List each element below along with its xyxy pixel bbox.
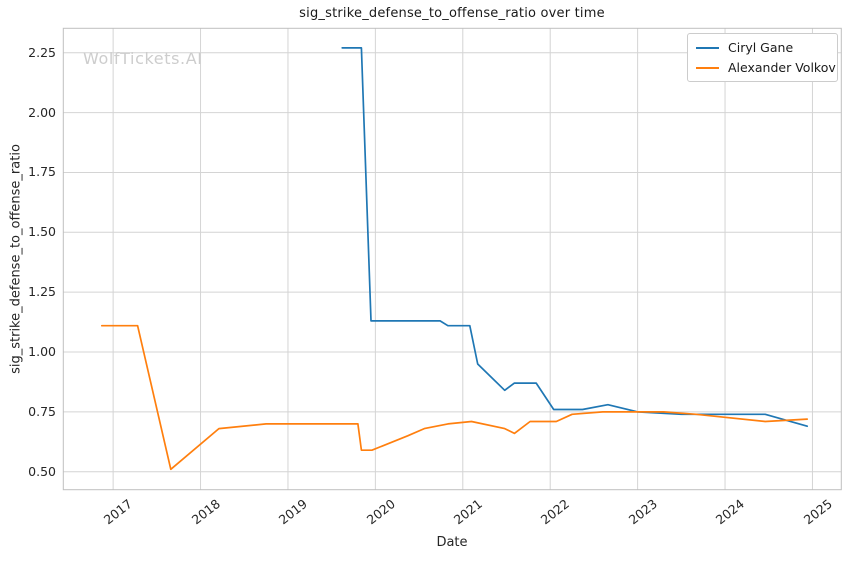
legend-item-alexander-volkov: Alexander Volkov [696,60,836,75]
x-axis-label: Date [436,535,468,550]
y-tick-label: 2.00 [28,104,56,120]
y-tick-label: 1.75 [28,164,56,180]
legend-label-ciryl-gane: Ciryl Gane [728,40,794,55]
line-series-ciryl-gane [341,47,809,428]
legend-item-ciryl-gane: Ciryl Gane [696,40,829,55]
line-series-alexander-volkov [100,324,809,471]
y-tick-label: 1.00 [28,344,56,360]
watermark: WolfTickets.AI [83,49,203,68]
y-tick-label: 2.25 [28,44,56,60]
legend-line-sample-blue-icon [696,46,719,49]
chart-title: sig_strike_defense_to_offense_ratio over… [299,6,605,21]
legend-line-sample-orange-icon [696,66,719,69]
y-tick-label: 0.75 [28,403,56,419]
y-tick-label: 1.25 [28,284,56,300]
plot-border [62,27,842,491]
legend-label-alexander-volkov: Alexander Volkov [728,60,836,75]
y-tick-label: 0.50 [28,463,56,479]
y-tick-label: 1.50 [28,224,56,240]
legend: Ciryl Gane Alexander Volkov [687,33,838,82]
